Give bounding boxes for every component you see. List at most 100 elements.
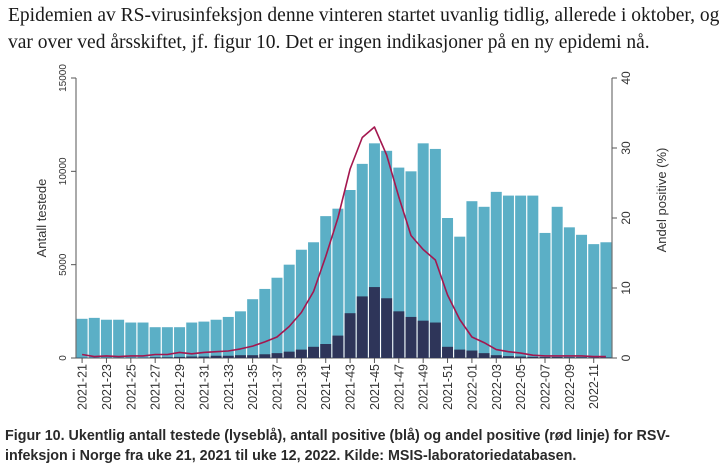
tested-bar bbox=[137, 322, 149, 358]
left-tick-label: 0 bbox=[58, 355, 69, 361]
left-axis-title: Antall testede bbox=[34, 179, 49, 258]
positive-bar bbox=[454, 349, 466, 358]
tested-bar bbox=[539, 232, 551, 358]
tested-bar bbox=[259, 288, 271, 358]
tested-bar bbox=[588, 244, 600, 358]
positive-bar bbox=[283, 351, 295, 358]
x-tick-label: 2021-49 bbox=[417, 364, 431, 410]
positive-bar bbox=[234, 355, 246, 358]
right-tick-label: 10 bbox=[619, 281, 633, 295]
left-tick-label: 10000 bbox=[58, 157, 69, 185]
left-tick-label: 5000 bbox=[58, 253, 69, 276]
left-axis-ticks: 0 5000 10000 15000 bbox=[58, 64, 76, 361]
x-tick-label: 2021-33 bbox=[222, 364, 236, 410]
positive-bar bbox=[210, 355, 222, 358]
tested-bar bbox=[161, 327, 173, 358]
positive-bar bbox=[490, 355, 502, 358]
tested-bar bbox=[198, 321, 210, 358]
share-positive-line bbox=[81, 126, 606, 358]
x-tick-label: 2021-23 bbox=[100, 364, 114, 410]
tested-bar bbox=[551, 206, 563, 358]
x-tick-label: 2021-35 bbox=[246, 364, 260, 410]
right-axis-ticks: 0 10 20 30 40 bbox=[612, 71, 633, 361]
positive-bar bbox=[344, 313, 356, 358]
x-tick-label: 2022-07 bbox=[539, 364, 553, 410]
right-tick-label: 0 bbox=[619, 354, 633, 361]
positive-bar bbox=[308, 346, 320, 358]
tested-bar bbox=[76, 318, 88, 358]
positive-bar bbox=[442, 346, 454, 358]
positive-bar bbox=[332, 335, 344, 358]
right-tick-label: 20 bbox=[619, 211, 633, 225]
tested-bar bbox=[600, 242, 612, 358]
x-tick-label: 2021-39 bbox=[295, 364, 309, 410]
positive-bar bbox=[259, 354, 271, 358]
tested-bar bbox=[234, 311, 246, 358]
tested-bar bbox=[320, 216, 332, 358]
tested-bar bbox=[576, 234, 588, 358]
tested-bar bbox=[149, 327, 161, 358]
tested-bar bbox=[405, 171, 417, 358]
x-tick-label: 2021-41 bbox=[319, 364, 333, 410]
left-tick-label: 15000 bbox=[58, 64, 69, 92]
positive-bar bbox=[527, 356, 539, 358]
positive-bar bbox=[247, 355, 259, 358]
x-tick-label: 2021-25 bbox=[124, 364, 138, 410]
tested-bar bbox=[210, 319, 222, 358]
tested-bar bbox=[381, 150, 393, 358]
x-tick-label: 2021-51 bbox=[441, 364, 455, 410]
positive-bar bbox=[417, 320, 429, 358]
x-tick-label: 2021-21 bbox=[76, 364, 90, 410]
tested-bar bbox=[100, 319, 112, 358]
tested-bar bbox=[247, 299, 259, 358]
positive-bar bbox=[502, 356, 514, 358]
x-tick-label: 2021-45 bbox=[368, 364, 382, 410]
positive-bar bbox=[539, 357, 551, 358]
positive-bar bbox=[551, 357, 563, 358]
x-tick-label: 2021-37 bbox=[271, 364, 285, 410]
tested-bar bbox=[515, 195, 527, 358]
tested-bar bbox=[429, 148, 441, 358]
positive-bar bbox=[149, 357, 161, 358]
tested-bar bbox=[295, 249, 307, 358]
positive-bar bbox=[405, 316, 417, 358]
tested-bar bbox=[308, 242, 320, 358]
tested-bar bbox=[442, 218, 454, 358]
tested-bar bbox=[344, 190, 356, 358]
positive-bars bbox=[76, 287, 612, 358]
tested-bars bbox=[76, 143, 612, 358]
tested-bar bbox=[478, 206, 490, 358]
positive-bar bbox=[356, 296, 368, 358]
positive-bar bbox=[429, 322, 441, 358]
x-tick-label: 2022-11 bbox=[587, 364, 601, 409]
tested-bar bbox=[368, 143, 380, 358]
positive-bar bbox=[198, 356, 210, 358]
tested-bar bbox=[490, 191, 502, 358]
tested-bar bbox=[174, 327, 186, 358]
tested-bar bbox=[271, 277, 283, 358]
tested-bar bbox=[283, 264, 295, 358]
positive-bar bbox=[271, 353, 283, 358]
tested-bar bbox=[454, 236, 466, 358]
tested-bar bbox=[186, 322, 198, 358]
tested-bar bbox=[332, 208, 344, 358]
positive-bar bbox=[478, 353, 490, 358]
positive-bar bbox=[515, 356, 527, 358]
tested-bar bbox=[563, 227, 575, 358]
positive-bar bbox=[576, 357, 588, 358]
right-tick-label: 40 bbox=[619, 71, 633, 85]
positive-bar bbox=[393, 311, 405, 358]
rsv-weekly-chart: 0 5000 10000 15000 Antall testede 0 10 20 30 40… bbox=[34, 64, 669, 410]
positive-bar bbox=[222, 355, 234, 358]
x-tick-label: 2022-03 bbox=[490, 364, 504, 410]
tested-bar bbox=[466, 201, 478, 358]
positive-bar bbox=[368, 287, 380, 358]
share-positive-series-line bbox=[81, 126, 606, 358]
x-axis-ticks: 2021-21 2021-23 2021-25 2021-27 2021-29 2021-… bbox=[76, 358, 601, 410]
tested-bar bbox=[356, 163, 368, 358]
positive-bar bbox=[295, 349, 307, 358]
positive-bar bbox=[563, 357, 575, 358]
positive-bar bbox=[381, 298, 393, 358]
x-tick-label: 2021-29 bbox=[173, 364, 187, 410]
tested-bar bbox=[125, 322, 137, 358]
